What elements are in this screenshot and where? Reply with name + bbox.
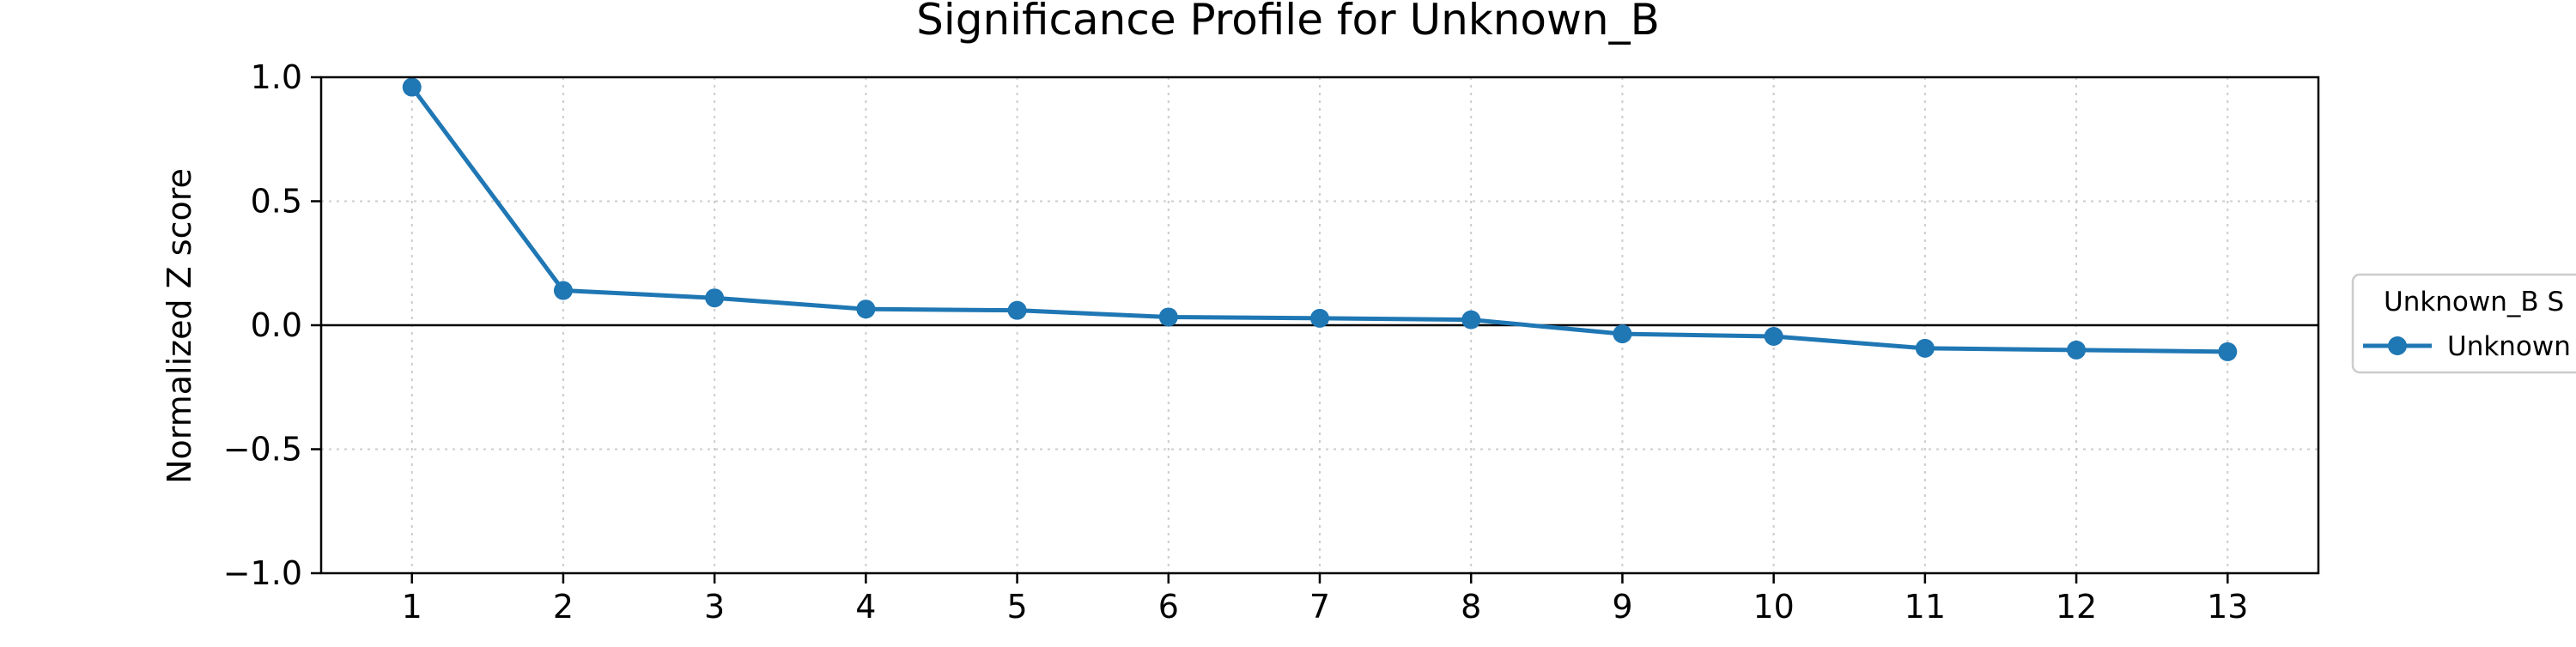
x-tick-label: 1 bbox=[402, 588, 422, 626]
data-point bbox=[1007, 300, 1027, 320]
y-tick-label: −1.0 bbox=[223, 554, 302, 592]
data-point bbox=[1310, 308, 1329, 328]
y-tick-label: 0.0 bbox=[251, 306, 302, 344]
x-tick-label: 4 bbox=[855, 588, 876, 626]
data-point bbox=[1764, 327, 1783, 347]
x-tick-label: 10 bbox=[1753, 588, 1794, 626]
x-axis: 1 2 3 4 5 6 7 8 9 10 11 12 13 bbox=[402, 573, 2248, 626]
data-point bbox=[1461, 310, 1481, 330]
y-axis: −1.0 −0.5 0.0 0.5 1.0 bbox=[223, 58, 321, 592]
data-point bbox=[2067, 340, 2087, 360]
y-tick-label: 1.0 bbox=[251, 58, 302, 96]
y-tick-label: −0.5 bbox=[223, 431, 302, 469]
legend-title: Unknown_B S bbox=[2384, 287, 2564, 317]
y-axis-label: Normalized Z score bbox=[161, 168, 198, 484]
x-tick-label: 9 bbox=[1612, 588, 1632, 626]
x-tick-label: 5 bbox=[1006, 588, 1027, 626]
x-tick-label: 3 bbox=[704, 588, 725, 626]
x-tick-label: 12 bbox=[2056, 588, 2097, 626]
x-tick-label: 7 bbox=[1309, 588, 1330, 626]
data-point bbox=[402, 77, 422, 97]
legend: Unknown_B S Unknown bbox=[2351, 273, 2576, 374]
data-point bbox=[705, 288, 725, 308]
data-point bbox=[856, 299, 876, 319]
data-point bbox=[1158, 307, 1178, 327]
x-tick-label: 13 bbox=[2207, 588, 2248, 626]
legend-marker bbox=[2388, 336, 2407, 355]
x-tick-label: 2 bbox=[553, 588, 574, 626]
chart-title: Significance Profile for Unknown_B bbox=[916, 0, 1660, 45]
data-point bbox=[553, 281, 573, 300]
legend-entry-label: Unknown bbox=[2447, 331, 2571, 362]
data-point bbox=[1915, 338, 1935, 358]
x-tick-label: 11 bbox=[1905, 588, 1946, 626]
data-point bbox=[1613, 324, 1632, 344]
series-layer bbox=[402, 77, 2238, 361]
y-tick-label: 0.5 bbox=[251, 183, 302, 221]
x-tick-label: 6 bbox=[1158, 588, 1179, 626]
x-tick-label: 8 bbox=[1461, 588, 1481, 626]
data-point bbox=[2218, 342, 2238, 361]
